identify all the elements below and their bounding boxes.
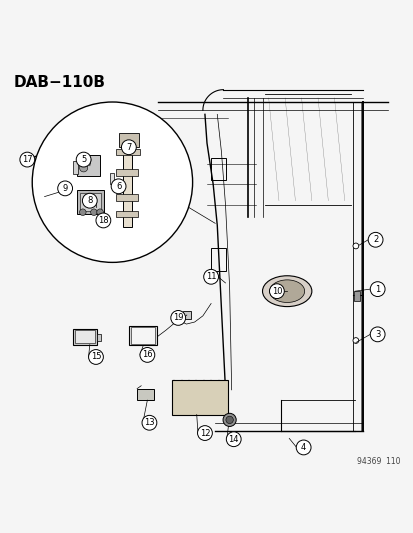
Text: 9: 9	[62, 184, 68, 193]
Circle shape	[79, 209, 86, 215]
Circle shape	[121, 140, 136, 155]
Text: 17: 17	[22, 155, 33, 164]
Bar	[211, 158, 225, 180]
Bar	[211, 248, 225, 271]
Bar	[73, 329, 97, 345]
Bar	[109, 173, 114, 184]
Bar	[137, 389, 153, 400]
Text: 18: 18	[98, 216, 109, 225]
Circle shape	[82, 193, 97, 208]
Circle shape	[197, 426, 212, 440]
Circle shape	[88, 350, 103, 365]
Bar	[128, 326, 157, 345]
Text: 94369  110: 94369 110	[356, 457, 399, 466]
Circle shape	[352, 337, 358, 343]
Circle shape	[296, 440, 310, 455]
Circle shape	[142, 415, 157, 430]
Text: DAB−110B: DAB−110B	[14, 75, 105, 90]
Circle shape	[32, 102, 192, 262]
Bar	[115, 194, 138, 201]
Bar	[115, 169, 138, 176]
Ellipse shape	[269, 280, 304, 303]
FancyBboxPatch shape	[354, 291, 359, 302]
Circle shape	[203, 269, 218, 284]
Circle shape	[140, 348, 154, 362]
Circle shape	[226, 432, 240, 447]
Bar	[97, 334, 101, 341]
Circle shape	[223, 413, 236, 426]
Circle shape	[57, 181, 72, 196]
Bar	[115, 211, 138, 217]
Bar	[183, 311, 190, 319]
Bar	[131, 327, 154, 344]
Text: 11: 11	[205, 272, 216, 281]
Bar	[40, 154, 48, 159]
Text: 15: 15	[90, 352, 101, 361]
Circle shape	[269, 284, 284, 298]
Text: 7: 7	[126, 143, 131, 152]
Text: 5: 5	[81, 155, 86, 164]
Text: 13: 13	[144, 418, 154, 427]
Bar	[122, 145, 131, 228]
Bar	[80, 193, 101, 212]
Text: 1: 1	[374, 285, 380, 294]
Text: 6: 6	[116, 182, 121, 191]
Bar	[77, 190, 104, 214]
Circle shape	[367, 232, 382, 247]
Circle shape	[20, 152, 35, 167]
Circle shape	[171, 311, 185, 325]
Circle shape	[79, 164, 88, 172]
Ellipse shape	[262, 276, 311, 306]
Text: 14: 14	[228, 435, 238, 443]
Circle shape	[111, 179, 126, 193]
Text: 12: 12	[199, 429, 210, 438]
Circle shape	[96, 213, 111, 228]
Circle shape	[369, 327, 384, 342]
Text: 10: 10	[271, 287, 282, 296]
Circle shape	[97, 209, 103, 215]
Bar	[34, 193, 45, 201]
Text: 16: 16	[142, 350, 152, 359]
Bar	[73, 161, 78, 174]
Bar	[118, 133, 139, 147]
Text: 2: 2	[372, 235, 377, 244]
Bar	[77, 156, 100, 176]
Text: 8: 8	[87, 196, 92, 205]
Circle shape	[90, 209, 97, 215]
Bar	[75, 330, 95, 343]
Text: 4: 4	[300, 443, 306, 452]
Circle shape	[76, 152, 91, 167]
Circle shape	[369, 282, 384, 296]
Text: 3: 3	[374, 330, 380, 339]
Circle shape	[352, 243, 358, 249]
Text: 19: 19	[173, 313, 183, 322]
Circle shape	[225, 416, 233, 424]
Bar	[172, 379, 227, 415]
Bar	[115, 149, 140, 156]
